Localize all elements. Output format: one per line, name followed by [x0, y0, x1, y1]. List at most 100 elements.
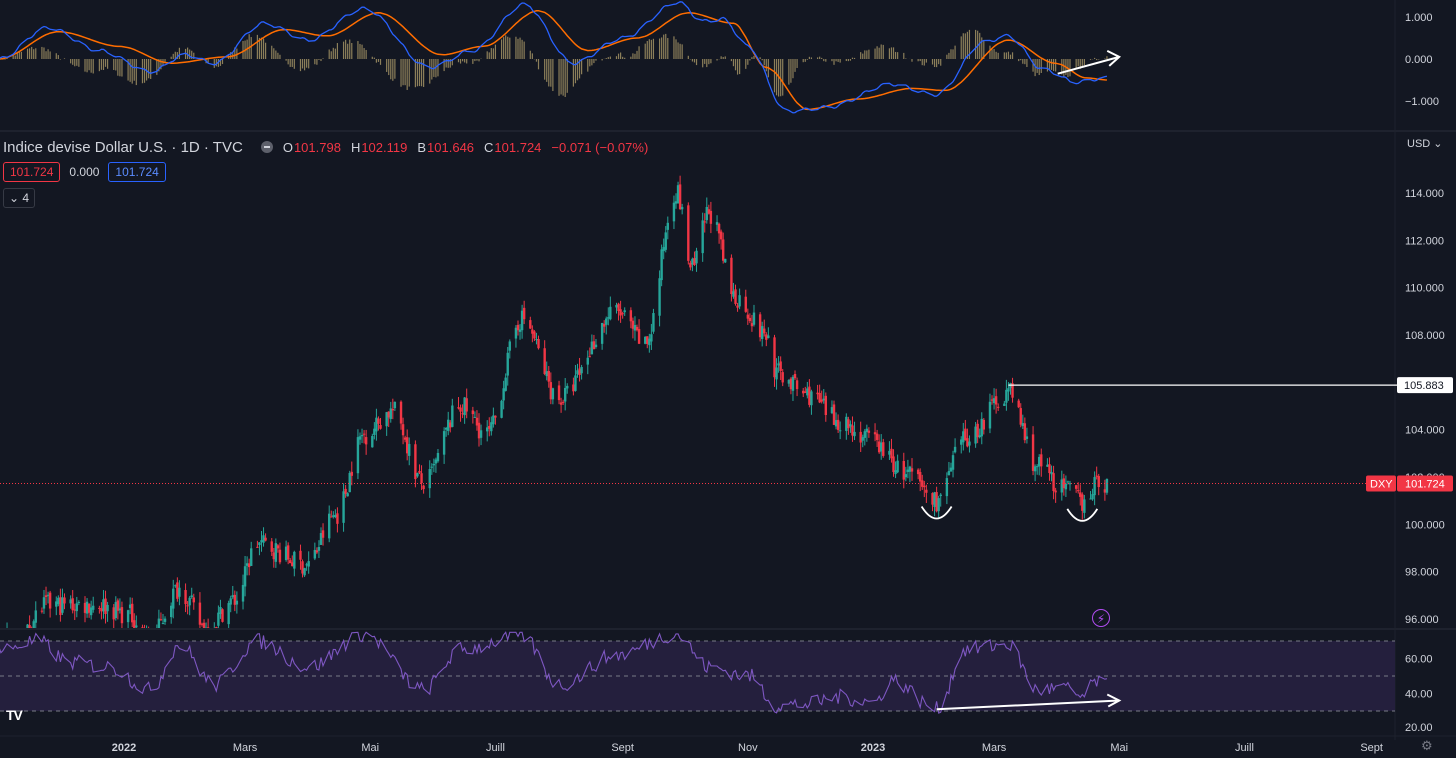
time-axis-tick-label: Nov — [738, 742, 758, 754]
candle-body — [652, 313, 655, 332]
candle-body — [660, 249, 663, 281]
candle-body — [933, 492, 936, 507]
macd-arrow-annotation — [1057, 55, 1120, 75]
candle-body — [992, 398, 996, 404]
candle-body — [57, 597, 60, 605]
symbol-tag-label: DXY — [1370, 479, 1393, 491]
candle-body — [14, 638, 16, 640]
candle-body — [508, 341, 511, 351]
candle-body — [1089, 498, 1092, 500]
candle-body — [463, 397, 466, 416]
candle-body — [83, 602, 87, 613]
candle-body — [284, 546, 288, 561]
candle-body — [902, 460, 905, 480]
candle-body — [449, 422, 452, 428]
candle-body — [1054, 490, 1057, 493]
candle-body — [574, 375, 577, 391]
candle-body — [923, 485, 926, 488]
chevron-down-icon: ⌄ — [9, 191, 20, 205]
last-price-tag-label: 101.724 — [1405, 479, 1445, 491]
price-change: −0.071 (−0.07%) — [551, 139, 649, 155]
candle-body — [1105, 478, 1109, 493]
value-box-red: 101.724 — [3, 162, 61, 182]
candle-body — [543, 348, 546, 374]
candle-body — [658, 278, 661, 316]
candle-body — [830, 407, 834, 414]
candle-body — [192, 597, 195, 603]
indicator-values: 101.724 0.000 101.724 — [3, 162, 166, 182]
indicators-count: 4 — [22, 191, 30, 205]
candle-body — [502, 388, 505, 401]
currency-label: USD — [1407, 138, 1431, 150]
candle-body — [358, 436, 362, 440]
candle-body — [46, 594, 50, 596]
candle-body — [520, 310, 524, 331]
candle-body — [147, 630, 149, 639]
candle-body — [348, 472, 351, 493]
candle-body — [545, 371, 548, 377]
candle-body — [672, 202, 676, 222]
gear-icon[interactable]: ⚙ — [1421, 738, 1433, 753]
candle-body — [131, 603, 134, 623]
candle-body — [315, 550, 319, 553]
candle-body — [880, 442, 883, 452]
candle-body — [112, 607, 115, 620]
candle-body — [307, 561, 310, 567]
candle-body — [824, 395, 828, 415]
candle-body — [777, 363, 780, 366]
candle-body — [364, 437, 368, 445]
candle-body — [461, 413, 464, 415]
candle-body — [758, 314, 762, 338]
candle-body — [996, 406, 1000, 408]
time-axis-tick-label: 2022 — [112, 742, 136, 754]
candle-body — [278, 549, 282, 563]
candle-body — [486, 427, 489, 432]
candle-body — [715, 222, 719, 225]
candle-body — [859, 431, 862, 443]
candle-body — [916, 469, 920, 475]
candle-body — [305, 564, 308, 566]
candle-body — [816, 392, 819, 395]
candle-body — [75, 603, 79, 612]
flash-icon[interactable]: ⚡ — [1092, 609, 1110, 627]
candle-body — [1052, 473, 1055, 492]
candle-body — [980, 418, 983, 437]
time-axis-tick-label: Sept — [1360, 742, 1383, 754]
candle-body — [143, 631, 145, 635]
indicators-collapse-button[interactable]: ⌄ 4 — [3, 188, 36, 208]
candle-body — [750, 323, 754, 327]
candle-body — [547, 370, 550, 382]
candle-body — [602, 324, 606, 327]
time-axis-tick-label: 2023 — [861, 742, 885, 754]
candle-body — [63, 597, 66, 604]
candle-body — [106, 604, 109, 612]
candle-body — [563, 387, 567, 402]
candle-body — [1005, 389, 1008, 403]
currency-selector[interactable]: USD ⌄ — [1407, 137, 1443, 150]
candle-body — [1011, 383, 1014, 398]
candle-body — [838, 430, 842, 432]
candle-body — [28, 625, 31, 628]
candle-body — [847, 419, 850, 429]
candle-body — [479, 430, 483, 438]
candle-body — [746, 314, 750, 319]
symbol-title[interactable]: Indice devise Dollar U.S. · 1D · TVC — [3, 138, 243, 156]
ohlc-open: O101.798 — [282, 139, 341, 155]
candle-body — [549, 382, 553, 400]
minus-icon[interactable] — [260, 141, 273, 153]
candle-body — [387, 411, 390, 418]
candle-body — [30, 629, 32, 634]
curve-annotation — [920, 506, 953, 520]
candle-body — [586, 357, 589, 365]
candle-body — [1023, 423, 1027, 441]
candle-body — [227, 603, 230, 625]
candle-body — [344, 488, 347, 494]
candle-body — [42, 597, 46, 609]
candle-body — [1035, 466, 1039, 468]
candle-body — [804, 391, 807, 393]
candle-body — [500, 400, 503, 418]
candle-body — [405, 437, 409, 454]
candle-body — [921, 480, 924, 487]
candle-body — [156, 631, 158, 641]
